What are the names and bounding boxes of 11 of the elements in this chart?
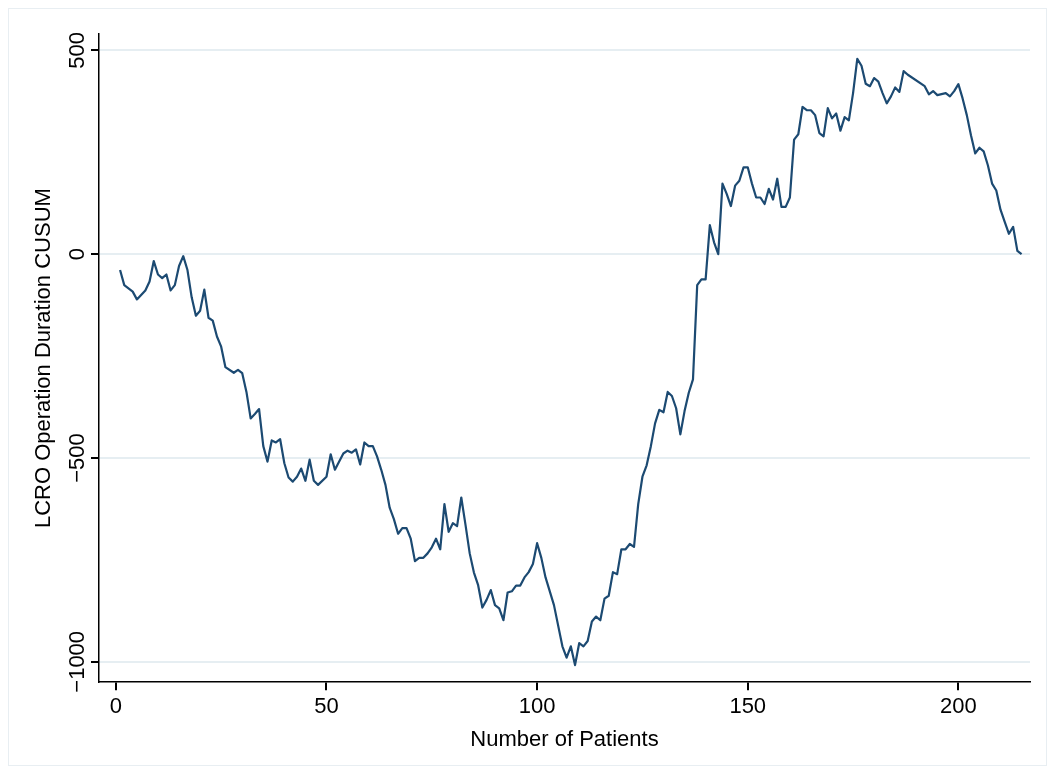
x-tick-label: 100 [518, 693, 556, 719]
y-tick-label: −1000 [64, 630, 90, 693]
y-tick-label: −500 [64, 433, 90, 483]
y-tick-label: 0 [64, 248, 90, 261]
x-tick-label: 0 [109, 693, 122, 719]
x-tick-label: 200 [940, 693, 977, 719]
y-tick-label: 500 [64, 31, 90, 69]
x-tick-label: 50 [314, 693, 339, 719]
x-tick-label: 150 [729, 693, 767, 719]
x-axis-title: Number of Patients [470, 725, 659, 751]
y-axis-title: LCRO Operation Duration CUSUM [30, 188, 56, 529]
